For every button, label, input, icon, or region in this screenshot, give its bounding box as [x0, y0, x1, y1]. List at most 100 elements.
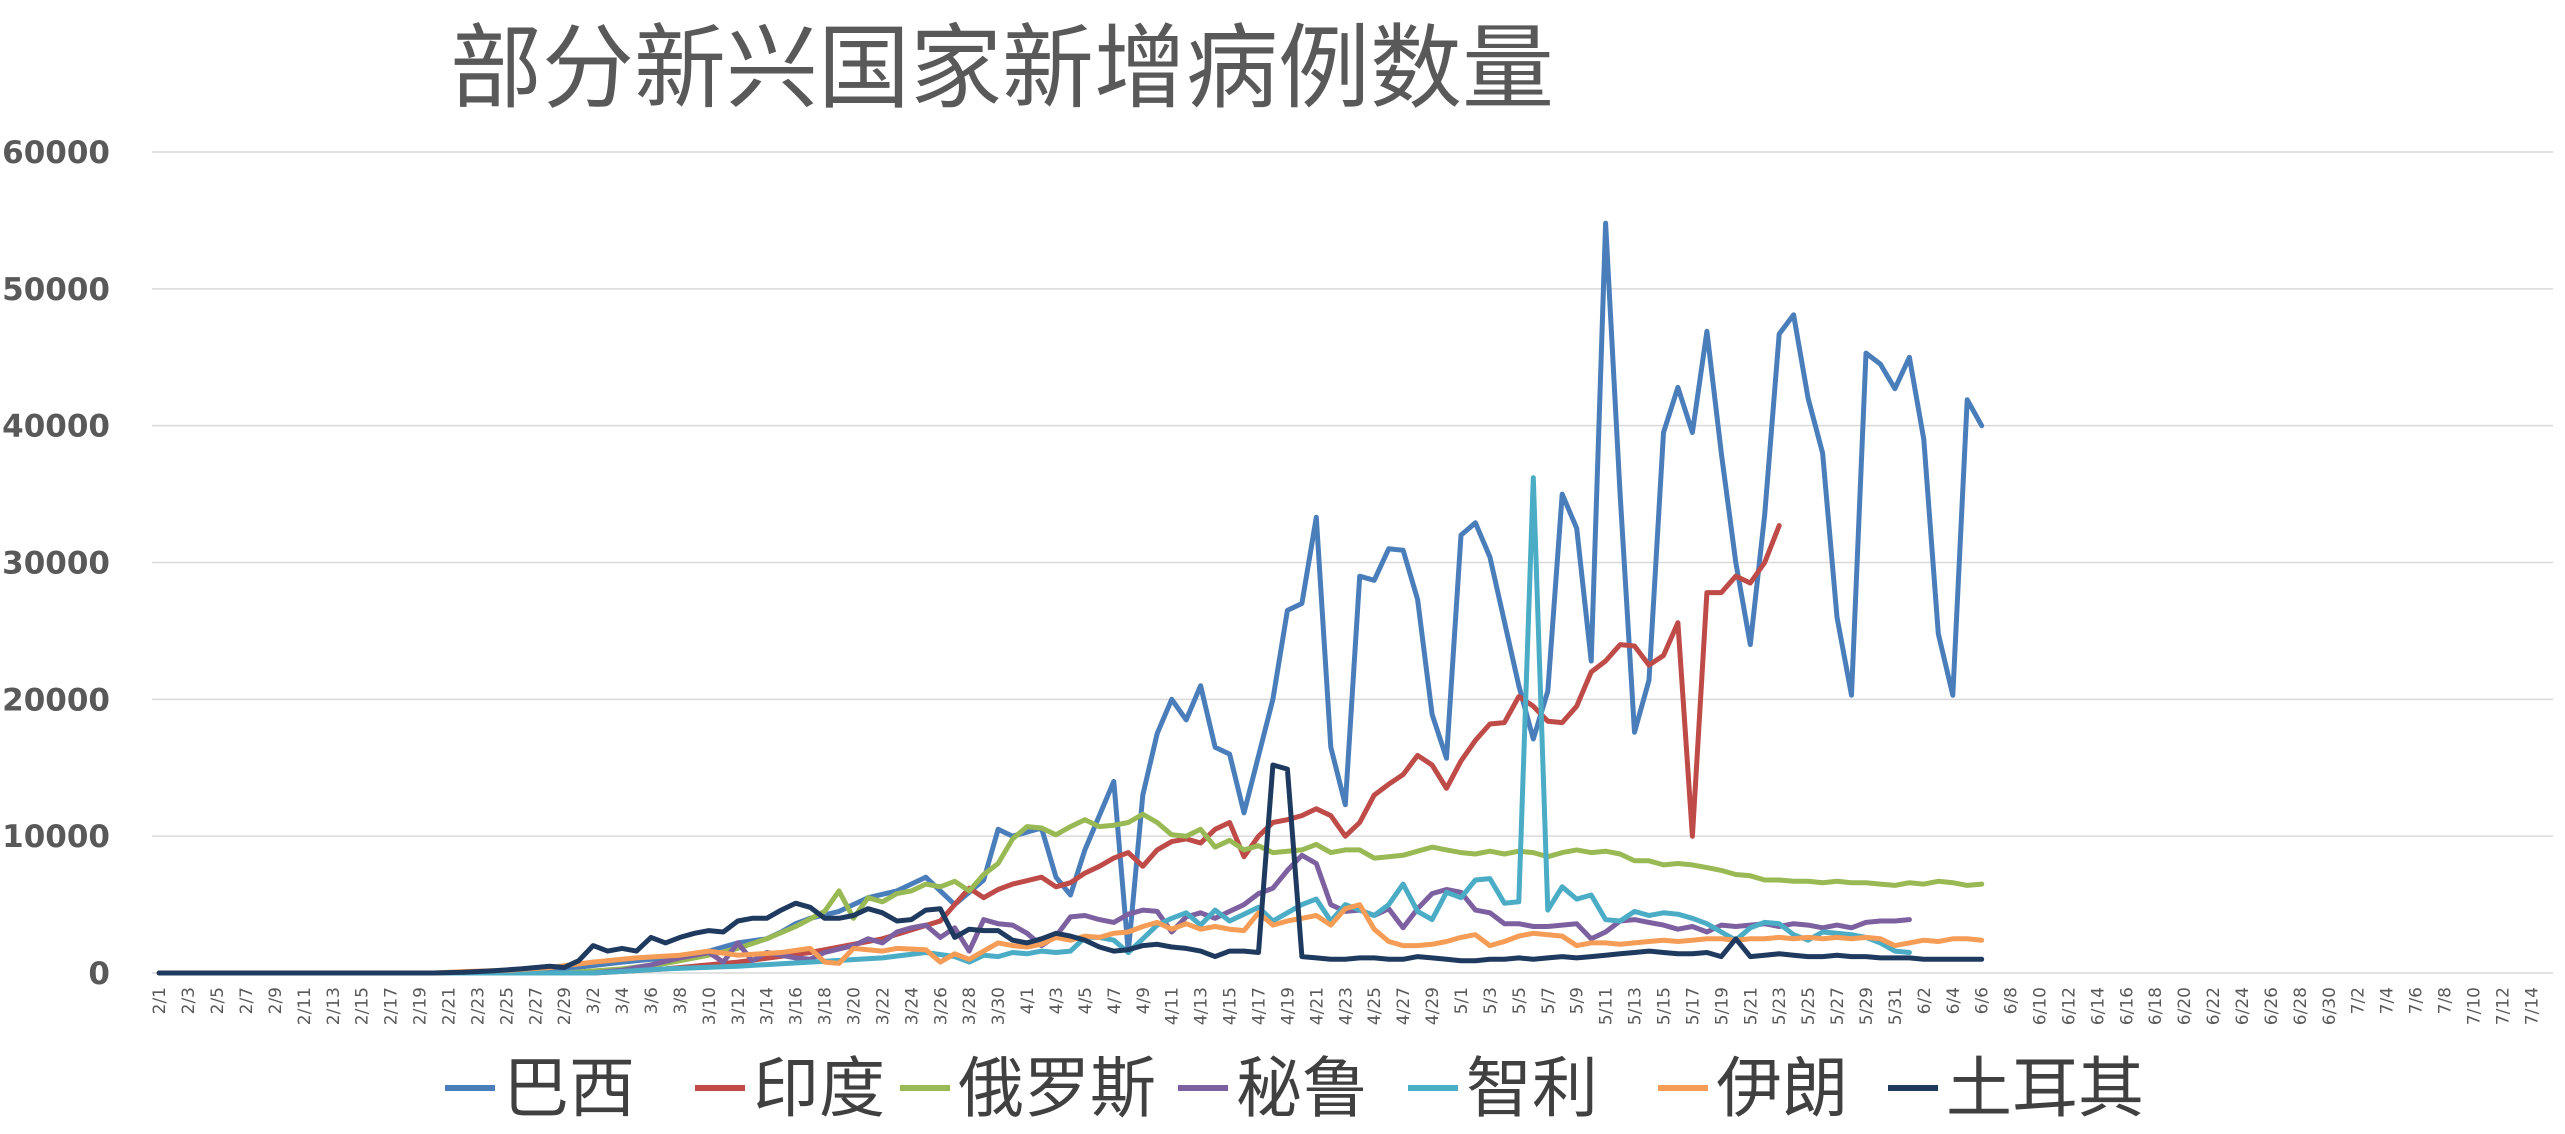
x-tick-label: 2/15 [353, 987, 373, 1025]
x-tick-label: 2/3 [179, 987, 199, 1014]
x-tick-label: 6/20 [2175, 987, 2195, 1025]
x-tick-label: 3/2 [584, 987, 604, 1014]
x-tick-label: 7/6 [2407, 987, 2427, 1014]
x-tick-label: 3/18 [816, 987, 836, 1025]
y-tick-label: 10000 [2, 819, 110, 855]
x-tick-label: 2/19 [411, 987, 431, 1025]
x-tick-label: 3/20 [844, 987, 864, 1025]
x-tick-label: 6/24 [2233, 987, 2253, 1025]
legend: 巴西 印度 俄罗斯 秘鲁 智利 伊朗 土耳其 [445, 1050, 2144, 1127]
x-tick-label: 3/10 [700, 987, 720, 1025]
series-line-2 [156, 811, 1985, 976]
x-tick-label: 4/25 [1365, 987, 1385, 1025]
x-tick-label: 3/26 [931, 987, 951, 1025]
legend-label: 智利 [1466, 1050, 1598, 1127]
x-tick-label: 6/6 [1973, 987, 1993, 1014]
x-tick-label: 2/27 [526, 987, 546, 1025]
x-tick-label: 4/5 [1076, 987, 1096, 1014]
x-tick-label: 2/1 [150, 987, 170, 1014]
x-tick-label: 4/19 [1278, 987, 1298, 1025]
x-tick-label: 5/9 [1568, 987, 1588, 1014]
x-tick-label: 6/2 [1915, 987, 1935, 1014]
x-tick-label: 4/1 [1018, 987, 1038, 1014]
y-tick-label: 40000 [2, 409, 110, 445]
x-tick-label: 5/25 [1799, 987, 1819, 1025]
legend-label: 土耳其 [1946, 1050, 2144, 1127]
legend-label: 巴西 [503, 1050, 635, 1127]
x-tick-label: 4/15 [1221, 987, 1241, 1025]
x-tick-label: 7/10 [2464, 987, 2484, 1025]
x-tick-label: 3/6 [642, 987, 662, 1014]
x-tick-label: 5/27 [1828, 987, 1848, 1025]
x-tick-label: 6/18 [2146, 987, 2166, 1025]
series-line-6 [156, 762, 1985, 976]
x-tick-label: 3/14 [758, 987, 778, 1025]
x-tick-label: 6/12 [2059, 987, 2079, 1025]
x-tick-label: 6/4 [1944, 987, 1964, 1014]
x-tick-label: 5/23 [1770, 987, 1790, 1025]
x-tick-label: 5/21 [1741, 987, 1761, 1025]
x-tick-label: 2/29 [555, 987, 575, 1025]
x-tick-label: 4/29 [1423, 987, 1443, 1025]
x-tick-label: 6/10 [2031, 987, 2051, 1025]
x-tick-label: 4/9 [1134, 987, 1154, 1014]
x-tick-label: 3/28 [960, 987, 980, 1025]
x-tick-label: 5/15 [1654, 987, 1674, 1025]
x-axis-tick-labels: 2/1 2/3 2/5 2/7 2/9 2/11 2/13 2/15 2/17 2/19 2/21 2… [150, 987, 2542, 1025]
y-tick-label: 20000 [2, 682, 110, 718]
x-tick-label: 2/23 [468, 987, 488, 1025]
x-tick-label: 6/14 [2088, 987, 2108, 1025]
x-tick-label: 3/24 [902, 987, 922, 1025]
x-tick-label: 2/9 [266, 987, 286, 1014]
x-tick-label: 5/5 [1510, 987, 1530, 1014]
x-tick-label: 5/1 [1452, 987, 1472, 1014]
x-tick-label: 4/13 [1192, 987, 1212, 1025]
y-tick-label: 30000 [2, 546, 110, 582]
x-tick-label: 2/17 [382, 987, 402, 1025]
legend-label: 伊朗 [1716, 1050, 1848, 1127]
x-tick-label: 3/16 [787, 987, 807, 1025]
x-tick-label: 6/8 [2002, 987, 2022, 1014]
x-tick-label: 3/30 [989, 987, 1009, 1025]
x-tick-label: 7/12 [2493, 987, 2513, 1025]
x-tick-label: 7/14 [2522, 987, 2542, 1025]
series-line-1 [156, 523, 1782, 976]
x-tick-label: 6/28 [2291, 987, 2311, 1025]
y-tick-label: 50000 [2, 272, 110, 308]
x-tick-label: 3/22 [873, 987, 893, 1025]
x-tick-label: 2/5 [208, 987, 228, 1014]
series-lines [156, 220, 1985, 976]
x-tick-label: 2/11 [295, 987, 315, 1025]
x-tick-label: 5/29 [1857, 987, 1877, 1025]
x-tick-label: 4/21 [1307, 987, 1327, 1025]
x-tick-label: 5/19 [1712, 987, 1732, 1025]
x-tick-label: 4/23 [1336, 987, 1356, 1025]
y-tick-label: 60000 [2, 135, 110, 171]
x-tick-label: 3/12 [729, 987, 749, 1025]
series-line-0 [156, 220, 1985, 976]
x-tick-label: 6/26 [2262, 987, 2282, 1025]
chart-title: 部分新兴国家新增病例数量 [450, 15, 1554, 122]
x-tick-label: 3/8 [671, 987, 691, 1014]
y-tick-label: 0 [88, 956, 110, 992]
x-tick-label: 3/4 [613, 987, 633, 1014]
legend-label: 秘鲁 [1236, 1050, 1368, 1127]
series-line-5 [156, 902, 1985, 976]
x-tick-label: 4/17 [1249, 987, 1269, 1025]
x-tick-label: 6/16 [2117, 987, 2137, 1025]
x-tick-label: 5/17 [1683, 987, 1703, 1025]
x-tick-label: 4/11 [1163, 987, 1183, 1025]
x-tick-label: 7/4 [2378, 987, 2398, 1014]
x-tick-label: 4/3 [1047, 987, 1067, 1014]
x-tick-label: 7/8 [2436, 987, 2456, 1014]
x-tick-label: 5/3 [1481, 987, 1501, 1014]
x-tick-label: 5/31 [1886, 987, 1906, 1025]
series-line-3 [156, 852, 1912, 976]
legend-label: 俄罗斯 [958, 1050, 1156, 1127]
x-tick-label: 2/7 [237, 987, 257, 1014]
series-line-4 [156, 475, 1912, 976]
x-tick-label: 5/13 [1626, 987, 1646, 1025]
x-tick-label: 7/2 [2349, 987, 2369, 1014]
x-tick-label: 2/25 [497, 987, 517, 1025]
